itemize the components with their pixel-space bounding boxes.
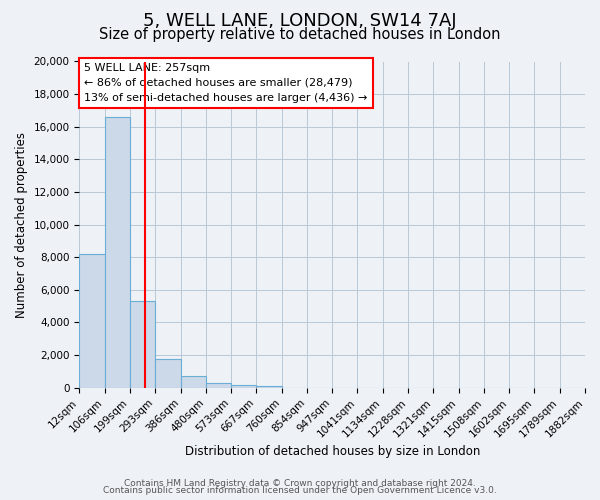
Bar xyxy=(130,301,155,388)
X-axis label: Distribution of detached houses by size in London: Distribution of detached houses by size … xyxy=(185,444,480,458)
Bar xyxy=(206,383,231,388)
Text: Size of property relative to detached houses in London: Size of property relative to detached ho… xyxy=(99,28,501,42)
Bar xyxy=(181,376,206,388)
Bar xyxy=(231,385,256,388)
Text: 5 WELL LANE: 257sqm
← 86% of detached houses are smaller (28,479)
13% of semi-de: 5 WELL LANE: 257sqm ← 86% of detached ho… xyxy=(85,63,368,102)
Bar xyxy=(104,117,130,388)
Bar xyxy=(155,359,181,388)
Bar xyxy=(79,254,104,388)
Bar xyxy=(256,386,281,388)
Text: Contains public sector information licensed under the Open Government Licence v3: Contains public sector information licen… xyxy=(103,486,497,495)
Text: 5, WELL LANE, LONDON, SW14 7AJ: 5, WELL LANE, LONDON, SW14 7AJ xyxy=(143,12,457,30)
Y-axis label: Number of detached properties: Number of detached properties xyxy=(15,132,28,318)
Text: Contains HM Land Registry data © Crown copyright and database right 2024.: Contains HM Land Registry data © Crown c… xyxy=(124,478,476,488)
